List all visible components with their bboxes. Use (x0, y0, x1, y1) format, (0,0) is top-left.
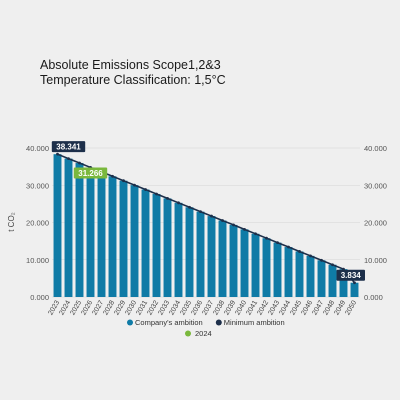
minimum-ambition-point (56, 152, 59, 156)
bar-2031 (141, 189, 150, 297)
bar-2035 (185, 207, 194, 297)
minimum-ambition-point (353, 281, 356, 285)
bar-2050 (350, 282, 359, 297)
y-tick-label-right: 0.000 (364, 293, 383, 302)
minimum-ambition-point (188, 205, 191, 209)
bar-2049 (339, 269, 348, 297)
bar-2044 (284, 247, 293, 297)
minimum-ambition-point (78, 161, 81, 165)
chart-title-line2: Temperature Classification: 1,5°C (40, 73, 226, 87)
bar-2042 (262, 238, 271, 297)
legend-label: Company's ambition (135, 318, 203, 327)
minimum-ambition-point (166, 196, 169, 200)
minimum-ambition-point (111, 174, 114, 178)
y-tick-label-right: 20.000 (364, 219, 387, 228)
chart-title-line1: Absolute Emissions Scope1,2&3 (40, 58, 221, 72)
minimum-ambition-point (243, 227, 246, 231)
bar-2043 (273, 242, 282, 297)
minimum-ambition-point (265, 236, 268, 240)
minimum-ambition-point (67, 157, 70, 161)
bar-2041 (251, 233, 260, 297)
minimum-ambition-point (210, 214, 213, 218)
legend-label: Minimum ambition (224, 318, 285, 327)
bar-2032 (152, 193, 161, 297)
bar-2036 (196, 211, 205, 297)
bar-2023 (53, 154, 62, 297)
legend-marker (185, 330, 191, 337)
bar-2027 (97, 171, 106, 297)
y-tick-label-left: 10.000 (26, 256, 49, 265)
bar-2038 (218, 220, 227, 297)
y-tick-label-left: 30.000 (26, 181, 49, 190)
bar-2047 (317, 260, 326, 297)
minimum-ambition-point (221, 219, 224, 222)
minimum-ambition-point (287, 245, 290, 249)
legend-label: 2024 (195, 329, 212, 338)
y-axis-label: t CO₂ (7, 212, 16, 232)
bar-2030 (130, 185, 139, 297)
minimum-ambition-point (199, 210, 202, 214)
bar-2037 (207, 216, 216, 297)
bar-2034 (174, 202, 183, 297)
minimum-ambition-point (309, 254, 312, 258)
callout-box (336, 269, 365, 281)
bar-2045 (295, 251, 304, 297)
bar-2026 (86, 167, 95, 297)
bar-2046 (306, 255, 315, 297)
y-tick-label-left: 20.000 (26, 219, 49, 228)
bar-2029 (119, 180, 128, 297)
y-tick-label-right: 30.000 (364, 181, 387, 190)
callout-label: 38.341 (56, 143, 81, 152)
minimum-ambition-point (254, 232, 257, 236)
minimum-ambition-point (133, 183, 136, 187)
minimum-ambition-point (298, 250, 301, 253)
minimum-ambition-point (144, 188, 147, 191)
callout-label: 3.834 (341, 271, 362, 280)
bar-2040 (240, 229, 249, 297)
x-tick-label: 2050 (344, 299, 358, 316)
y-tick-label-right: 10.000 (364, 256, 387, 265)
bar-2025 (75, 163, 84, 297)
bar-2033 (163, 198, 172, 297)
bar-2048 (328, 264, 337, 297)
callout-box (73, 167, 108, 179)
bar-2028 (108, 176, 117, 297)
bar-2024 (64, 158, 73, 297)
legend-marker (127, 319, 133, 326)
y-tick-label-left: 0.000 (30, 293, 49, 302)
minimum-ambition-point (177, 201, 180, 205)
minimum-ambition-point (331, 263, 334, 267)
minimum-ambition-point (320, 258, 323, 262)
minimum-ambition-point (122, 179, 125, 183)
minimum-ambition-point (276, 241, 279, 245)
legend-marker (215, 319, 222, 326)
callout-label: 31.266 (78, 169, 103, 178)
y-tick-label-left: 40.000 (26, 144, 49, 153)
minimum-ambition-point (155, 192, 158, 196)
callout-box (51, 141, 86, 153)
bar-2039 (229, 224, 238, 297)
chart-title: Absolute Emissions Scope1,2&3 Temperatur… (40, 58, 226, 88)
y-tick-label-right: 40.000 (364, 144, 387, 153)
minimum-ambition-point (232, 223, 235, 227)
